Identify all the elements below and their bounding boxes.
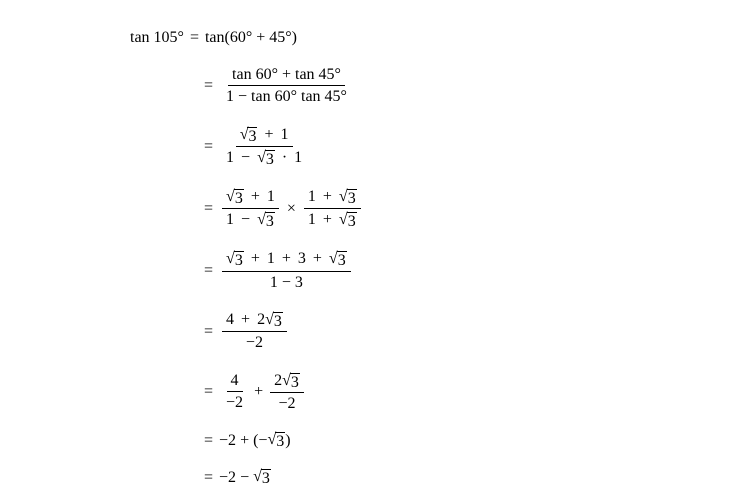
rhs: tan(60° + 45°) [205,28,297,47]
fraction: 1 + √3 1 + √3 [304,187,361,231]
step-1: tan 105° = tan(60° + 45°) [130,28,364,47]
step-5: = √3 + 1 + 3 + √3 1 − 3 [130,249,364,292]
equals: = [184,28,205,47]
fraction: tan 60° + tan 45° 1 − tan 60° tan 45° [222,65,351,106]
fraction: 4 −2 [222,371,247,412]
fraction: √3 + 1 1 − √3 [222,187,279,231]
step-3: = √3 + 1 1 − √3 · 1 [130,125,364,169]
fraction: √3 + 1 + 3 + √3 1 − 3 [222,249,351,292]
step-4: = √3 + 1 1 − √3 × 1 + √3 1 + √3 [130,187,364,231]
step-9: = −2 − √3 [130,468,364,487]
math-derivation: tan 105° = tan(60° + 45°) = tan 60° + ta… [130,28,364,488]
step-6: = 4 + 2√3 −2 [130,310,364,353]
fraction: 2√3 −2 [270,371,304,414]
lhs: tan 105° [130,28,184,47]
step-2: = tan 60° + tan 45° 1 − tan 60° tan 45° [130,65,364,106]
step-7: = 4 −2 + 2√3 −2 [130,371,364,414]
fraction: √3 + 1 1 − √3 · 1 [222,125,306,169]
fraction: 4 + 2√3 −2 [222,310,287,353]
step-8: = −2 + (−√3) [130,431,364,450]
